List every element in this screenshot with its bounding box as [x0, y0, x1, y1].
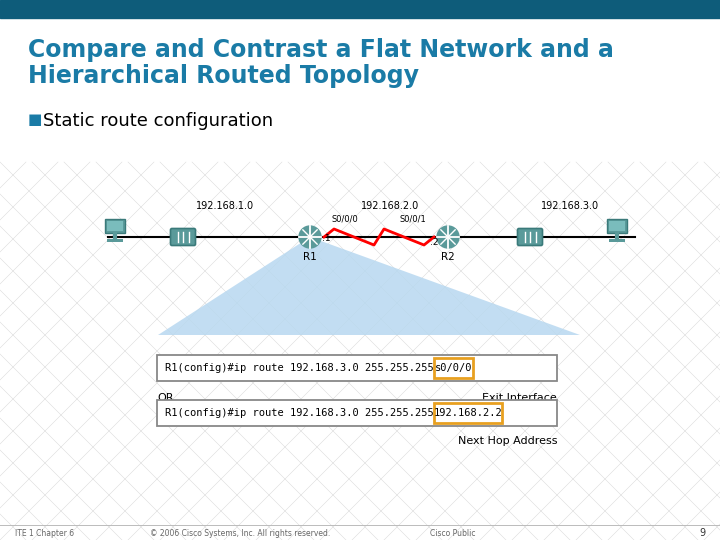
Text: R1(config)#ip route 192.168.3.0 255.255.255.0: R1(config)#ip route 192.168.3.0 255.255.… [165, 363, 452, 373]
Bar [607, 219, 627, 233]
Text: © 2006 Cisco Systems, Inc. All rights reserved.: © 2006 Cisco Systems, Inc. All rights re… [150, 529, 330, 537]
Text: 9: 9 [699, 528, 705, 538]
Text: Next Hop Address: Next Hop Address [457, 436, 557, 446]
Text: .2: .2 [430, 238, 438, 247]
Bar [107, 221, 123, 231]
Bar [609, 221, 625, 231]
Text: Static route configuration: Static route configuration [43, 112, 273, 130]
Text: 192.168.2.0: 192.168.2.0 [361, 201, 419, 211]
Polygon shape [158, 237, 580, 335]
Text: ■: ■ [28, 112, 42, 127]
Bar [0, 0, 720, 18]
Text: Compare and Contrast a Flat Network and a: Compare and Contrast a Flat Network and … [28, 38, 614, 62]
Circle shape [299, 226, 321, 248]
FancyBboxPatch shape [171, 228, 196, 246]
Bar [105, 219, 125, 233]
Text: s0/0/0: s0/0/0 [435, 363, 472, 373]
Text: R2: R2 [441, 252, 455, 262]
Text: Exit Interface: Exit Interface [482, 393, 557, 403]
FancyBboxPatch shape [518, 228, 542, 246]
Text: 192.168.1.0: 192.168.1.0 [196, 201, 254, 211]
FancyBboxPatch shape [434, 358, 473, 378]
Circle shape [437, 226, 459, 248]
FancyBboxPatch shape [157, 355, 557, 381]
Text: S0/0/0: S0/0/0 [332, 214, 359, 223]
FancyBboxPatch shape [434, 403, 503, 423]
Bar [107, 239, 123, 242]
Text: Hierarchical Routed Topology: Hierarchical Routed Topology [28, 64, 419, 88]
Text: .1: .1 [322, 234, 330, 243]
Text: 192.168.2.2: 192.168.2.2 [434, 408, 503, 418]
Text: Cisco Public: Cisco Public [430, 529, 475, 537]
Text: R1(config)#ip route 192.168.3.0 255.255.255.0: R1(config)#ip route 192.168.3.0 255.255.… [165, 408, 452, 418]
Text: 192.168.3.0: 192.168.3.0 [541, 201, 599, 211]
Text: OR: OR [157, 393, 174, 403]
Text: ITE 1 Chapter 6: ITE 1 Chapter 6 [15, 529, 74, 537]
Text: R1: R1 [303, 252, 317, 262]
Bar [609, 239, 625, 242]
FancyBboxPatch shape [157, 400, 557, 426]
Text: S0/0/1: S0/0/1 [400, 214, 426, 223]
